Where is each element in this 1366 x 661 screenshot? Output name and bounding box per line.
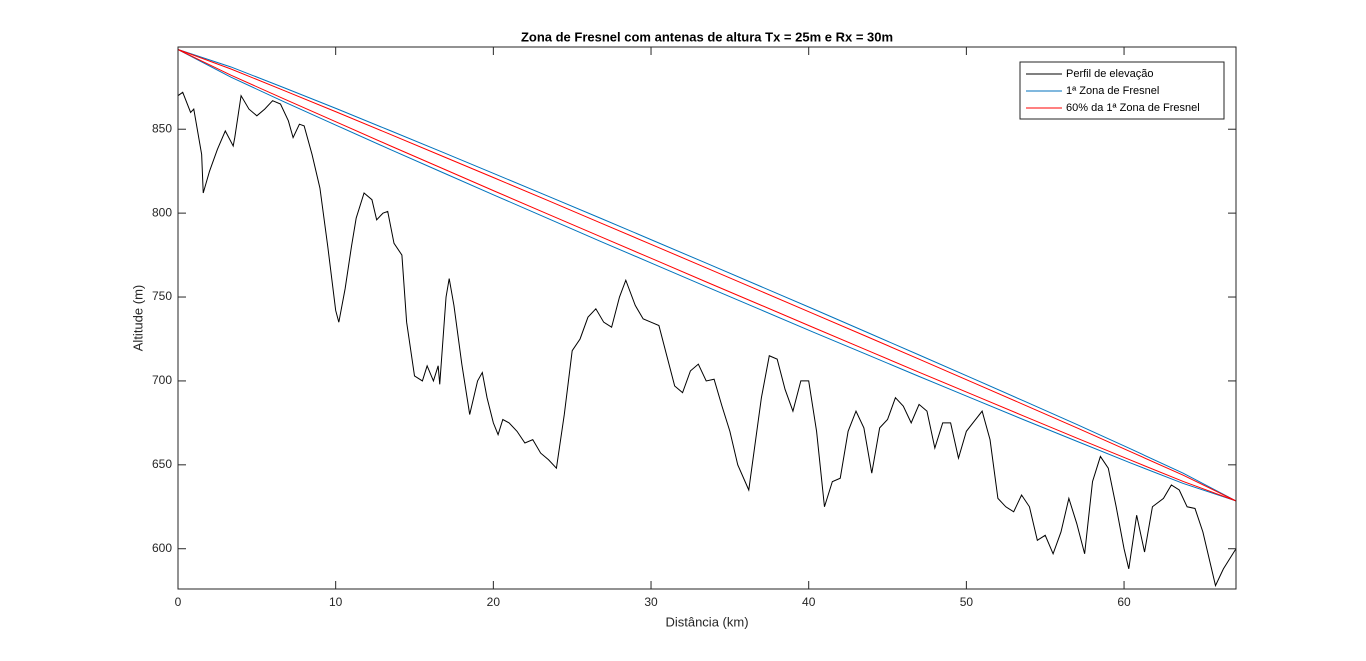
y-tick-label: 650 [152,457,172,471]
series-line-lower [178,49,1236,502]
y-tick-label: 750 [152,289,172,303]
y-tick-label: 700 [152,373,172,387]
series-line [178,91,1236,588]
x-axis-label: Distância (km) [665,614,748,629]
legend-box [1019,61,1225,120]
y-axis-label: Altitude (m) [130,285,145,351]
legend-label: 60% da 1ª Zona de Fresnel [1066,102,1200,114]
chart-title: Zona de Fresnel com antenas de altura Tx… [521,29,893,44]
series-line-lower [178,49,1236,502]
legend-label: 1ª Zona de Fresnel [1066,85,1159,97]
y-tick-label: 850 [152,121,172,135]
y-tick-label: 600 [152,541,172,555]
x-tick-label: 30 [644,595,658,609]
plot-area [178,49,1236,588]
legend: Perfil de elevação 1ª Zona de Fresnel 60% … [1019,61,1225,120]
series-line [178,49,1236,502]
x-tick-label: 40 [802,595,816,609]
series-line [178,49,1236,502]
y-tick-label: 800 [152,205,172,219]
plot-frame [177,46,1237,590]
legend-label: Perfil de elevação [1066,68,1153,80]
x-tick-label: 60 [1117,595,1131,609]
x-tick-label: 10 [329,595,343,609]
x-tick-label: 50 [960,595,974,609]
x-tick-label: 20 [487,595,501,609]
x-tick-label: 0 [175,595,182,609]
